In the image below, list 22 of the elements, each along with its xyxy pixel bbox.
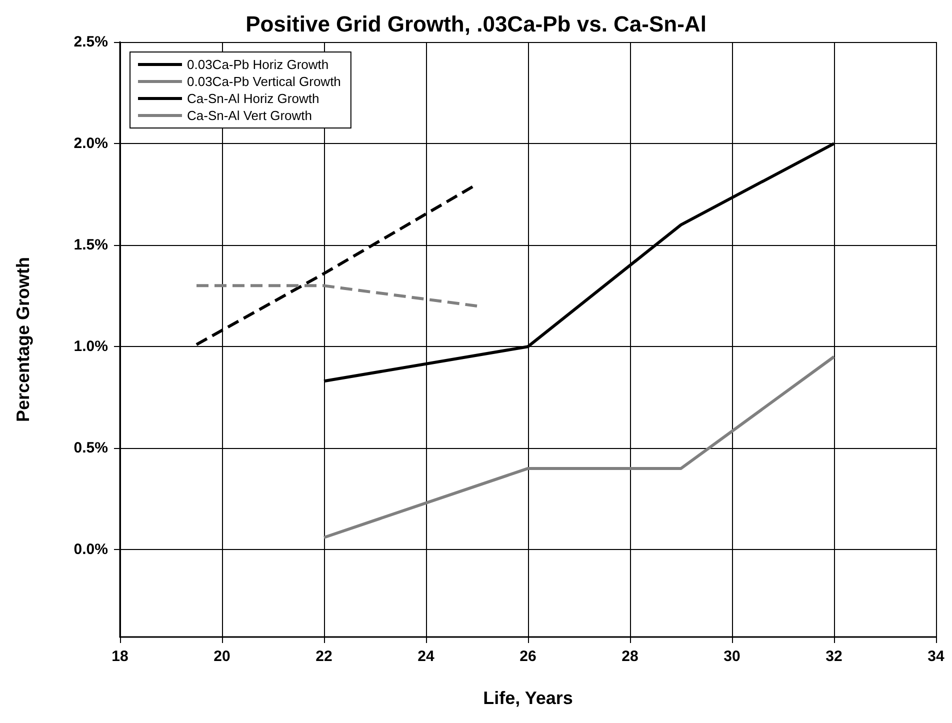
x-tick-label: 18 [112,648,128,665]
y-tick-label: 0.5% [74,440,108,457]
x-tick-label: 22 [316,648,332,665]
y-tick-label: 2.5% [74,34,108,50]
x-tick-label: 20 [214,648,230,665]
x-tick-label: 26 [520,648,536,665]
legend-label: 0.03Ca-Pb Vertical Growth [187,74,341,89]
legend-label: Ca-Sn-Al Vert Growth [187,108,312,123]
y-tick-label: 2.0% [74,135,108,152]
legend-label: 0.03Ca-Pb Horiz Growth [187,57,329,72]
y-tick-label: 1.0% [74,338,108,356]
x-tick-label: 28 [622,648,638,665]
y-tick-label: 1.5% [74,236,108,254]
legend-label: Ca-Sn-Al Horiz Growth [187,91,320,106]
y-axis-title: Percentage Growth [13,256,33,422]
x-tick-label: 24 [418,648,435,665]
x-tick-label: 34 [928,648,945,665]
chart-title: Positive Grid Growth, .03Ca-Pb vs. Ca-Sn-Al [246,12,706,36]
x-tick-label: 32 [826,648,842,665]
x-tick-label: 30 [724,648,740,665]
y-tick-label: 0.0% [74,541,108,558]
x-axis-title: Life, Years [483,688,573,708]
